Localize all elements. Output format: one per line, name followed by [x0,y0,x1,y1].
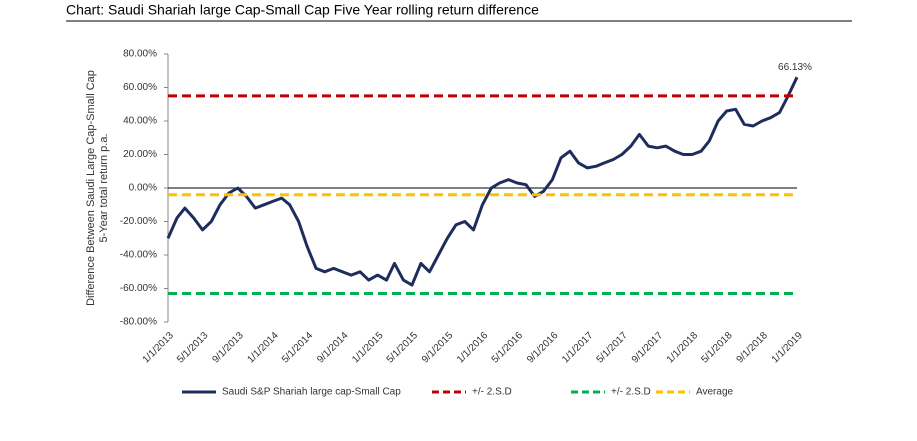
x-tick-label: 1/1/2016 [455,330,491,366]
x-tick-label: 9/1/2018 [735,330,771,366]
y-axis-label: Difference Between Saudi Large Cap-Small… [85,70,97,306]
legend-label: +/- 2.S.D [472,387,512,398]
x-tick-label: 5/1/2016 [490,330,526,366]
x-tick-label: 1/1/2015 [350,330,386,366]
x-tick-label: 9/1/2015 [420,330,456,366]
y-tick-label: -60.00% [120,283,157,294]
x-tick-label: 5/1/2015 [385,330,421,366]
y-tick-label: 20.00% [123,149,157,160]
y-tick-label: 80.00% [123,49,157,60]
y-tick-label: 60.00% [123,82,157,93]
chart-title: Chart: Saudi Shariah large Cap-Small Cap… [66,2,539,18]
x-tick-label: 9/1/2017 [630,330,666,366]
x-tick-label: 9/1/2013 [210,330,246,366]
x-tick-label: 1/1/2018 [665,330,701,366]
annotation: 66.13% [778,62,812,73]
legend-label: Saudi S&P Shariah large cap-Small Cap [222,387,401,398]
x-tick-label: 9/1/2014 [315,330,351,366]
x-tick-label: 1/1/2019 [770,330,806,366]
data-line [166,76,799,287]
x-tick-label: 5/1/2018 [699,330,735,366]
legend-label: Average [696,387,734,398]
y-tick-label: -80.00% [120,317,157,328]
y-tick-label: -40.00% [120,250,157,261]
y-tick-label: -20.00% [120,216,157,227]
x-tick-label: 1/1/2017 [560,330,596,366]
x-tick-label: 1/1/2014 [245,330,281,366]
x-tick-label: 5/1/2017 [595,330,631,366]
x-tick-label: 5/1/2014 [280,330,316,366]
y-axis-label: 5-Year total return p.a. [98,133,110,242]
y-tick-label: 0.00% [129,183,157,194]
y-tick-label: 40.00% [123,116,157,127]
x-tick-label: 1/1/2013 [141,330,177,366]
legend-label: +/- 2.S.D [611,387,651,398]
x-tick-label: 9/1/2016 [525,330,561,366]
x-tick-label: 5/1/2013 [175,330,211,366]
